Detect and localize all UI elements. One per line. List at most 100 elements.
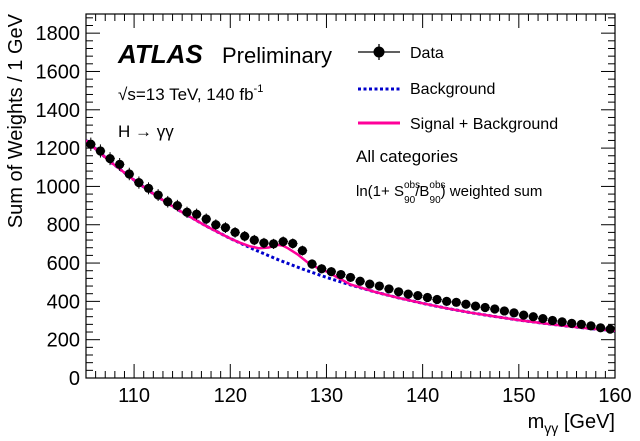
data-point-marker: [355, 276, 365, 286]
data-point: [364, 279, 375, 289]
data-point: [586, 321, 596, 331]
data-point-marker: [595, 323, 606, 333]
y-tick-label: 600: [47, 253, 80, 275]
x-tick-label: 130: [310, 385, 343, 407]
data-point-marker: [105, 154, 115, 164]
data-point-marker: [288, 238, 298, 249]
data-point: [518, 310, 529, 320]
data-point-marker: [605, 324, 615, 334]
data-point-marker: [422, 292, 433, 303]
data-point-marker: [86, 139, 96, 149]
data-point: [326, 267, 337, 277]
data-point-marker: [278, 236, 288, 247]
y-tick-label: 1800: [36, 23, 81, 45]
data-point: [134, 176, 144, 189]
data-point: [557, 317, 567, 327]
data-point-marker: [317, 264, 327, 274]
status-label: Preliminary: [222, 43, 332, 68]
data-point: [268, 238, 279, 249]
data-point-marker: [240, 231, 250, 241]
data-point: [278, 236, 288, 247]
y-tick-label: 400: [47, 291, 80, 313]
data-point: [220, 222, 231, 233]
data-point-marker: [259, 238, 269, 248]
data-point-marker: [336, 269, 346, 280]
data-point-marker: [403, 289, 413, 299]
data-point: [162, 195, 173, 208]
data-point: [230, 227, 240, 238]
data-point-marker: [201, 214, 211, 224]
data-point-marker: [365, 279, 375, 289]
x-tick-label: 150: [502, 385, 535, 407]
data-point: [605, 324, 615, 334]
data-point: [307, 259, 317, 269]
data-point-marker: [547, 315, 558, 326]
data-point: [143, 182, 154, 195]
data-point-marker: [384, 284, 394, 294]
data-point-marker: [345, 272, 356, 283]
data-point: [316, 264, 327, 274]
y-tick-label: 0: [69, 368, 80, 390]
data-point-marker: [413, 291, 423, 301]
data-point: [499, 306, 510, 316]
data-point-marker: [461, 299, 471, 309]
data-point-marker: [230, 227, 240, 237]
data-point-marker: [509, 308, 519, 318]
data-point-marker: [211, 220, 221, 230]
data-point: [576, 319, 587, 329]
data-point: [297, 245, 308, 256]
data-point-marker: [528, 312, 538, 322]
data-point: [355, 276, 365, 286]
data-point: [95, 144, 106, 158]
y-axis-tick-labels: 0 200 400 600 800 1000 1200 1400 1600 1800: [36, 23, 81, 390]
x-axis-title: mγγ [GeV]: [528, 411, 615, 436]
data-point: [403, 289, 414, 299]
x-axis-tick-labels: 110 120 130 140 150 160: [118, 385, 632, 407]
category-label: All categories: [356, 147, 458, 166]
legend-item-background: Background: [358, 81, 495, 98]
y-tick-label: 1200: [36, 138, 81, 160]
data-point-marker: [567, 318, 577, 328]
data-point-marker: [326, 267, 336, 277]
weighting-label: ln(1+ Sobs 90/Bobs 90) weighted sum: [356, 180, 542, 206]
data-point: [595, 323, 606, 333]
data-point: [413, 291, 423, 301]
data-point: [259, 237, 269, 249]
data-point: [566, 318, 577, 328]
data-point: [105, 152, 115, 166]
data-point-marker: [442, 296, 452, 306]
data-point: [287, 238, 298, 249]
data-point: [201, 213, 212, 225]
legend-background-label: Background: [410, 81, 495, 98]
data-point-marker: [124, 169, 134, 179]
data-point-marker: [134, 177, 144, 188]
plot-frame: [85, 13, 616, 379]
data-point: [384, 284, 394, 294]
data-point-marker: [95, 146, 106, 156]
x-tick-label: 120: [214, 385, 247, 407]
data-point: [480, 302, 490, 313]
y-tick-label: 200: [47, 330, 80, 352]
data-point: [345, 272, 356, 283]
data-point-marker: [393, 287, 404, 297]
data-point-marker: [143, 183, 154, 193]
data-point: [211, 219, 221, 231]
data-point: [239, 231, 250, 242]
data-point: [249, 234, 260, 246]
data-point: [124, 167, 135, 181]
legend-data-label: Data: [410, 45, 444, 62]
data-point: [461, 299, 471, 309]
data-point-marker: [249, 235, 259, 245]
data-point: [182, 206, 192, 218]
data-point-marker: [374, 281, 384, 291]
data-point-marker: [586, 321, 596, 331]
data-point-marker: [490, 304, 500, 314]
x-axis-ticks: [85, 14, 616, 378]
data-point-marker: [451, 297, 461, 307]
process-label: H → γγ: [118, 122, 174, 141]
data-point: [422, 292, 433, 303]
series-points-data: [86, 137, 615, 334]
data-point-marker: [115, 159, 125, 169]
data-point: [547, 315, 558, 326]
